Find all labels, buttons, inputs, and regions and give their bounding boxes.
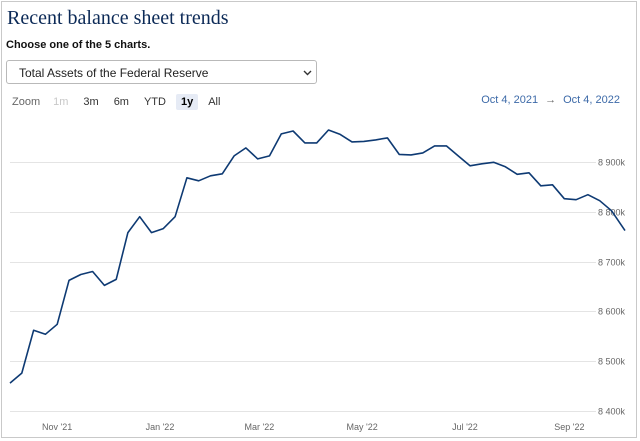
y-tick-label: 8 700k [598, 258, 626, 268]
chart-select-dropdown[interactable]: Total Assets of the Federal Reserve [6, 60, 317, 84]
zoom-1m-button: 1m [53, 95, 69, 108]
zoom-6m-button[interactable]: 6m [113, 95, 129, 108]
zoom-1y-button[interactable]: 1y [175, 93, 199, 110]
zoom-label: Zoom [12, 95, 41, 108]
x-tick-label: May '22 [347, 422, 378, 432]
x-tick-label: Sep '22 [554, 422, 584, 432]
zoom-all-button[interactable]: All [208, 95, 221, 108]
x-axis: Nov '21 Jan '22 Mar '22 May '22 Jul '22 Sep '… [42, 422, 584, 432]
x-tick-label: Nov '21 [42, 422, 72, 432]
x-tick-label: Mar '22 [245, 422, 275, 432]
grid [10, 162, 596, 412]
y-tick-label: 8 600k [598, 307, 626, 317]
series-layer [9, 129, 626, 384]
series-line[interactable] [9, 129, 626, 384]
date-range: Oct 4, 2021 → Oct 4, 2022 [481, 94, 620, 106]
range-arrow-icon: → [545, 94, 557, 106]
page-title: Recent balance sheet trends [7, 7, 229, 29]
zoom-ytd-button[interactable]: YTD [143, 95, 166, 108]
x-tick-label: Jan '22 [146, 422, 175, 432]
range-end-date[interactable]: Oct 4, 2022 [563, 94, 620, 106]
y-tick-label: 8 900k [598, 158, 626, 168]
range-start-date[interactable]: Oct 4, 2021 [481, 94, 539, 106]
chart-select-value: Total Assets of the Federal Reserve [19, 66, 209, 80]
y-tick-label: 8 400k [598, 407, 626, 417]
y-tick-label: 8 500k [598, 357, 626, 367]
x-tick-label: Jul '22 [452, 422, 478, 432]
zoom-3m-button[interactable]: 3m [83, 95, 99, 108]
zoom-bar: Zoom 1m 3m 6m YTD 1y All [12, 93, 230, 110]
chevron-down-icon [303, 70, 312, 76]
chart-chooser-prompt: Choose one of the 5 charts. [6, 39, 151, 51]
